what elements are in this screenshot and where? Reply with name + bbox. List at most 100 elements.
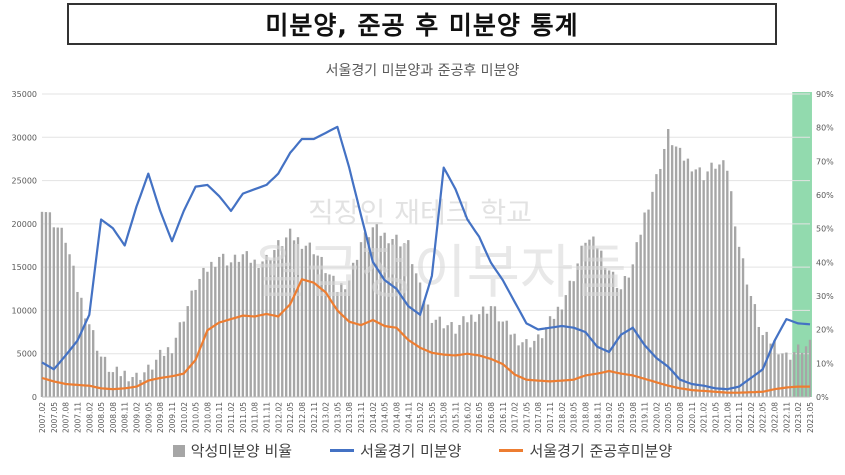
x-tick-label: 2017.11 — [546, 402, 555, 433]
bar — [355, 259, 359, 397]
x-tick-label: 2010.02 — [180, 402, 189, 433]
y-right-tick-label: 0% — [816, 393, 829, 402]
bar — [702, 180, 705, 397]
bar — [68, 254, 71, 397]
bar — [588, 239, 591, 397]
bar — [706, 171, 709, 397]
bar — [135, 372, 138, 397]
bar — [418, 282, 422, 397]
x-tick-label: 2007.02 — [38, 402, 47, 433]
bar — [623, 276, 627, 397]
bar — [288, 228, 292, 397]
bar — [643, 212, 646, 397]
y-right-tick-label: 70% — [816, 157, 834, 166]
x-tick-label: 2016.02 — [463, 402, 472, 433]
y-left-tick-label: 30000 — [12, 133, 37, 142]
bar — [430, 322, 434, 397]
bar — [84, 318, 87, 397]
bar — [143, 372, 146, 397]
bar — [568, 280, 571, 397]
bar — [379, 235, 382, 397]
bar — [533, 340, 536, 397]
bar — [777, 354, 780, 397]
bar — [391, 238, 394, 397]
x-tick-label: 2017.08 — [534, 402, 543, 433]
bar — [690, 171, 694, 397]
bar — [64, 242, 67, 397]
x-tick-label: 2020.05 — [664, 402, 673, 433]
bar — [497, 321, 501, 397]
x-tick-label: 2016.11 — [499, 402, 508, 433]
legend-swatch-blue — [330, 449, 355, 452]
x-tick-label: 2009.02 — [133, 402, 142, 433]
x-tick-label: 2015.08 — [440, 402, 449, 433]
bar — [509, 334, 512, 397]
bar — [56, 227, 59, 397]
x-tick-label: 2021.11 — [735, 402, 744, 433]
bar — [103, 356, 107, 397]
bar — [178, 322, 182, 397]
page-title: 미분양, 준공 후 미분양 통계 — [265, 11, 579, 40]
bar — [72, 265, 75, 397]
bar — [123, 370, 126, 397]
bar — [107, 371, 111, 397]
bar — [395, 234, 398, 397]
bar — [233, 254, 237, 397]
bar — [781, 353, 784, 397]
x-tick-label: 2012.11 — [310, 402, 319, 433]
bar — [308, 242, 311, 397]
legend-label-orange: 서울경기 준공후미분양 — [529, 442, 673, 460]
bar — [328, 274, 331, 397]
x-tick-label: 2009.11 — [168, 402, 177, 433]
bar — [572, 281, 575, 397]
x-tick-label: 2014.08 — [392, 402, 401, 433]
x-tick-label: 2010.05 — [192, 402, 201, 433]
bar — [115, 366, 119, 397]
y-left-tick-label: 10000 — [12, 306, 37, 315]
bar — [186, 306, 189, 397]
bar — [158, 349, 162, 397]
legend-label-blue: 서울경기 미분양 — [360, 442, 462, 460]
x-tick-label: 2009.05 — [144, 402, 153, 433]
bar — [202, 267, 205, 397]
watermark-line2: 월급쟁이부자들 — [253, 238, 627, 306]
x-tick-label: 2012.08 — [298, 402, 307, 433]
bar — [749, 296, 753, 397]
series-line-orange — [41, 278, 810, 394]
bar — [470, 314, 473, 397]
bar — [225, 265, 229, 397]
bar — [769, 343, 772, 397]
bar — [493, 306, 497, 397]
bar — [434, 319, 438, 397]
bar — [733, 226, 737, 397]
x-tick-label: 2011.05 — [239, 402, 248, 433]
bar — [686, 158, 690, 397]
x-tick-label: 2019.05 — [617, 402, 626, 433]
x-tick-label: 2018.11 — [593, 402, 602, 433]
bar — [718, 164, 721, 397]
x-tick-label: 2020.11 — [688, 402, 697, 433]
bar — [88, 324, 91, 397]
x-tick-label: 2023.05 — [806, 402, 815, 433]
bar — [229, 262, 233, 397]
x-tick-label: 2015.05 — [428, 402, 437, 433]
bar — [151, 369, 154, 397]
x-tick-label: 2012.02 — [274, 402, 283, 433]
bar — [336, 291, 339, 397]
bar — [789, 359, 792, 397]
x-tick-label: 2014.05 — [381, 402, 390, 433]
x-tick-label: 2009.08 — [156, 402, 165, 433]
x-tick-label: 2011.08 — [251, 402, 260, 433]
legend-label-bar: 악성미분양 비율 — [190, 442, 293, 460]
x-tick-label: 2018.05 — [570, 402, 579, 433]
bar — [174, 337, 178, 397]
bar — [485, 313, 489, 397]
bar — [190, 290, 193, 397]
bar — [127, 381, 130, 397]
bar — [761, 335, 764, 397]
bar — [214, 266, 217, 397]
x-tick-label: 2015.11 — [452, 402, 461, 433]
legend: 악성미분양 비율 서울경기 미분양 서울경기 준공후미분양 — [0, 440, 845, 461]
bar — [206, 271, 209, 397]
y-right-tick-label: 30% — [816, 292, 834, 301]
